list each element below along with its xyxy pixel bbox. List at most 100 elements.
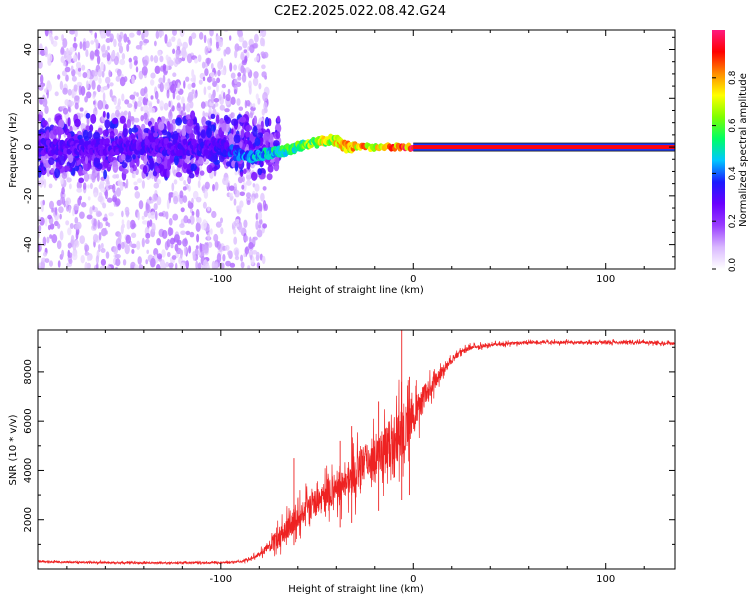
noise-speckle	[207, 42, 211, 52]
snr-x-axis-label: Height of straight line (km)	[288, 584, 424, 595]
noise-speckle	[73, 249, 76, 257]
noise-speckle	[100, 31, 106, 39]
noise-speckle	[211, 260, 216, 269]
noise-speckle	[179, 262, 186, 269]
noise-speckle	[252, 250, 258, 255]
noise-speckle	[159, 82, 164, 93]
colorbar-ticks: 0.0 0.2 0.4 0.6 0.8	[712, 70, 738, 272]
noise-speckle	[40, 74, 44, 84]
noise-speckle	[47, 214, 52, 220]
noise-speckle	[195, 208, 200, 219]
colorbar-tick-label: 0.8	[728, 70, 738, 85]
noise-speckle	[267, 164, 274, 173]
noise-speckle	[137, 211, 140, 221]
noise-speckle	[198, 250, 201, 257]
noise-speckle	[66, 177, 72, 183]
noise-speckle	[262, 223, 267, 229]
noise-speckle	[79, 107, 84, 112]
noise-speckle	[102, 92, 106, 102]
noise-speckle	[47, 53, 53, 63]
noise-speckle	[153, 182, 160, 189]
noise-speckle	[228, 192, 233, 197]
noise-speckle	[40, 162, 44, 168]
noise-speckle	[220, 227, 224, 235]
noise-speckle	[134, 101, 138, 110]
noise-speckle	[240, 261, 245, 269]
noise-speckle	[102, 53, 107, 58]
noise-speckle	[142, 220, 148, 225]
noise-speckle	[251, 171, 258, 181]
noise-speckle	[62, 107, 69, 115]
noise-speckle	[210, 71, 215, 78]
noise-speckle	[68, 205, 72, 214]
noise-speckle	[164, 34, 168, 44]
noise-speckle	[94, 32, 97, 39]
noise-speckle	[100, 45, 106, 53]
noise-speckle	[38, 262, 42, 269]
noise-speckle	[185, 102, 191, 113]
noise-speckle	[154, 65, 161, 75]
noise-speckle	[173, 154, 179, 166]
noise-speckle	[246, 171, 251, 182]
noise-speckle	[89, 182, 93, 190]
noise-speckle	[158, 212, 164, 217]
noise-speckle	[237, 46, 243, 51]
noise-speckle	[265, 139, 269, 149]
noise-speckle	[106, 179, 110, 185]
noise-speckle	[259, 30, 264, 34]
noise-speckle	[107, 154, 114, 163]
noise-speckle	[82, 72, 88, 79]
noise-speckle	[253, 71, 259, 79]
noise-speckle	[134, 186, 139, 191]
noise-speckle	[83, 182, 87, 190]
noise-speckle	[188, 35, 193, 46]
noise-speckle	[70, 234, 75, 244]
noise-speckle	[133, 181, 138, 186]
noise-speckle	[86, 80, 89, 90]
x-tick-label: -100	[209, 574, 232, 585]
noise-speckle	[179, 190, 184, 199]
noise-speckle	[172, 72, 177, 77]
noise-speckle	[197, 262, 202, 269]
noise-speckle	[83, 172, 90, 182]
noise-speckle	[187, 177, 191, 183]
noise-speckle	[167, 251, 171, 258]
noise-speckle	[151, 222, 156, 233]
noise-speckle	[98, 244, 101, 253]
noise-speckle	[125, 234, 131, 244]
noise-speckle	[161, 229, 168, 239]
noise-speckle	[121, 219, 125, 226]
noise-speckle	[165, 64, 169, 72]
noise-speckle	[80, 85, 86, 96]
noise-speckle	[207, 232, 211, 241]
noise-speckle	[100, 248, 106, 253]
noise-speckle	[74, 118, 81, 128]
noise-speckle	[217, 60, 224, 70]
noise-speckle	[54, 35, 59, 41]
noise-speckle	[170, 83, 177, 94]
spectrogram-frame	[37, 29, 676, 270]
noise-speckle	[58, 206, 64, 214]
noise-speckle	[86, 116, 90, 126]
noise-speckle	[235, 219, 240, 224]
noise-speckle	[204, 263, 210, 269]
noise-speckle	[156, 238, 162, 246]
noise-speckle	[218, 38, 224, 48]
noise-speckle	[162, 74, 166, 84]
noise-speckle	[38, 84, 44, 91]
noise-speckle	[171, 255, 177, 260]
noise-speckle	[209, 30, 214, 37]
noise-speckle	[109, 130, 115, 139]
noise-speckle	[252, 126, 258, 137]
noise-speckle	[171, 182, 175, 192]
noise-speckle	[199, 242, 203, 253]
noise-speckle	[62, 61, 67, 67]
noise-speckle	[73, 84, 78, 92]
noise-speckle	[61, 196, 66, 205]
y-tick-label: 4000	[23, 458, 34, 483]
noise-speckle	[136, 240, 141, 250]
noise-speckle	[194, 58, 198, 64]
noise-speckle	[129, 94, 136, 100]
noise-speckle	[59, 230, 64, 241]
noise-speckle	[175, 49, 180, 60]
